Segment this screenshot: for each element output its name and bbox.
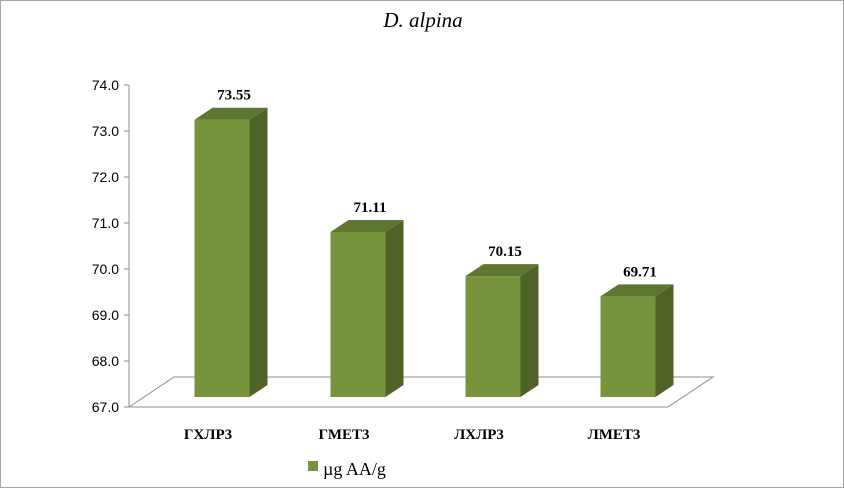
y-tick-label: 71.0 xyxy=(92,215,119,231)
y-tick-label: 69.0 xyxy=(92,307,119,323)
y-tick-label: 73.0 xyxy=(92,123,119,139)
y-tick-label: 74.0 xyxy=(92,77,119,93)
y-tick-label: 68.0 xyxy=(92,353,119,369)
data-label: 73.55 xyxy=(217,88,251,104)
x-axis: ГХЛР3 ГМЕТ3 ЛХЛР3 ЛМЕТ3 xyxy=(129,406,668,443)
bar-top xyxy=(330,219,404,232)
bar xyxy=(194,107,268,397)
bar xyxy=(330,219,404,397)
y-tick-label: 70.0 xyxy=(92,261,119,277)
bar-side xyxy=(385,219,404,397)
bar-front xyxy=(600,296,656,397)
bar-front xyxy=(465,276,521,397)
bar-side xyxy=(655,284,674,397)
x-tick-label: ГМЕТ3 xyxy=(318,427,369,443)
bars xyxy=(194,107,674,397)
bar xyxy=(600,284,674,397)
data-labels: 73.55 71.11 70.15 69.71 xyxy=(217,88,657,281)
x-tick-label: ЛМЕТ3 xyxy=(588,427,641,443)
legend-swatch xyxy=(308,461,318,471)
bar-side xyxy=(249,107,268,397)
x-tick-label: ГХЛР3 xyxy=(184,427,232,443)
data-label: 69.71 xyxy=(623,264,657,280)
bar-top xyxy=(194,107,268,120)
bar-top xyxy=(465,264,539,277)
x-tick-label: ЛХЛР3 xyxy=(454,427,504,443)
bar-front xyxy=(330,231,386,397)
bar-side xyxy=(520,264,539,397)
bar-top xyxy=(600,284,674,297)
bar-front xyxy=(194,119,250,397)
data-label: 71.11 xyxy=(354,200,387,216)
y-tick-label: 67.0 xyxy=(92,399,119,415)
data-label: 70.15 xyxy=(488,244,522,260)
legend-label: µg AA/g xyxy=(323,459,386,479)
legend: µg AA/g xyxy=(308,459,386,479)
y-tick-label: 72.0 xyxy=(92,169,119,185)
bar xyxy=(465,264,539,397)
y-axis: 67.0 68.0 69.0 70.0 71.0 72.0 73.0 74.0 xyxy=(92,77,130,415)
chart-title: D. alpina xyxy=(382,8,462,32)
